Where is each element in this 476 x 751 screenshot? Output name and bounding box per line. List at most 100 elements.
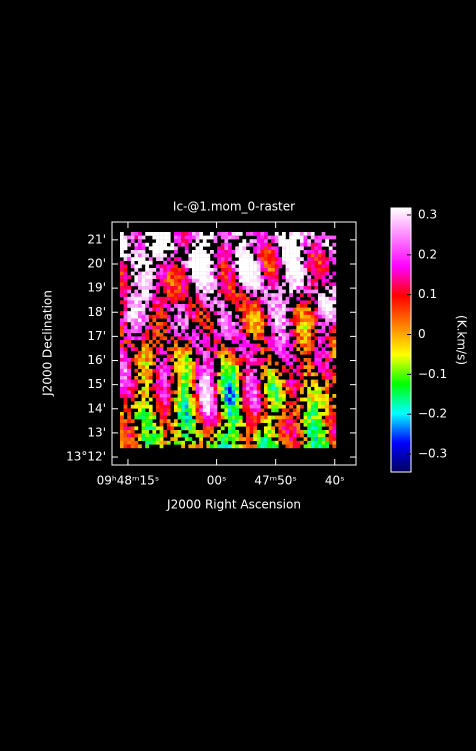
raster-pixel	[184, 437, 189, 441]
raster-pixel	[192, 412, 196, 416]
raster-pixel	[249, 354, 254, 359]
raster-pixel	[267, 264, 272, 269]
raster-pixel	[138, 372, 142, 377]
raster-pixel	[303, 250, 308, 254]
raster-pixel	[325, 318, 329, 323]
raster-pixel	[148, 246, 153, 251]
raster-pixel	[300, 318, 304, 323]
raster-pixel	[220, 354, 225, 359]
raster-pixel	[307, 250, 311, 254]
raster-pixel	[310, 365, 315, 369]
raster-pixel	[159, 347, 164, 351]
raster-pixel	[177, 350, 182, 355]
raster-pixel	[289, 390, 293, 395]
raster-pixel	[213, 386, 218, 391]
raster-pixel	[134, 394, 139, 398]
raster-pixel	[318, 433, 322, 438]
raster-pixel	[210, 322, 214, 326]
raster-pixel	[303, 430, 308, 434]
raster-pixel	[224, 296, 229, 301]
raster-pixel	[292, 419, 297, 423]
raster-pixel	[163, 401, 167, 405]
raster-pixel	[213, 235, 218, 240]
raster-pixel	[206, 343, 211, 348]
raster-pixel	[130, 379, 135, 384]
raster-pixel	[282, 350, 286, 355]
raster-pixel	[256, 296, 261, 301]
raster-pixel	[292, 412, 297, 416]
raster-pixel	[220, 440, 225, 445]
raster-pixel	[267, 422, 272, 427]
raster-pixel	[210, 419, 214, 423]
raster-pixel	[332, 426, 337, 431]
raster-pixel	[246, 361, 250, 366]
raster-pixel	[217, 332, 221, 337]
raster-pixel	[127, 376, 131, 380]
raster-pixel	[271, 397, 275, 402]
raster-pixel	[195, 250, 200, 254]
raster-pixel	[238, 329, 243, 333]
raster-pixel	[242, 242, 247, 247]
raster-pixel	[120, 361, 124, 366]
raster-pixel	[256, 257, 261, 261]
raster-pixel	[166, 318, 171, 323]
raster-pixel	[228, 426, 232, 431]
raster-pixel	[148, 260, 153, 265]
raster-pixel	[271, 311, 275, 315]
raster-pixel	[253, 275, 257, 279]
raster-pixel	[292, 318, 297, 323]
raster-pixel	[246, 296, 250, 301]
raster-pixel	[260, 268, 265, 272]
raster-pixel	[184, 325, 189, 330]
raster-pixel	[278, 340, 283, 344]
raster-pixel	[300, 307, 304, 312]
raster-pixel	[303, 311, 308, 315]
raster-pixel	[253, 412, 257, 416]
raster-pixel	[242, 239, 247, 243]
raster-pixel	[159, 390, 164, 395]
raster-pixel	[321, 314, 326, 319]
raster-pixel	[217, 271, 221, 276]
raster-pixel	[202, 394, 207, 398]
raster-pixel	[224, 268, 229, 272]
raster-pixel	[228, 268, 232, 272]
raster-pixel	[163, 300, 167, 305]
raster-pixel	[152, 426, 157, 431]
raster-pixel	[170, 397, 175, 402]
raster-pixel	[325, 368, 329, 373]
raster-pixel	[242, 293, 247, 297]
raster-pixel	[231, 325, 236, 330]
raster-pixel	[285, 278, 290, 283]
raster-pixel	[120, 390, 124, 395]
raster-pixel	[242, 296, 247, 301]
raster-pixel	[260, 318, 265, 323]
x-axis-label: J2000 Right Ascension	[166, 498, 301, 512]
raster-pixel	[170, 430, 175, 434]
raster-pixel	[220, 322, 225, 326]
raster-pixel	[267, 250, 272, 254]
raster-pixel	[206, 444, 211, 449]
raster-pixel	[292, 246, 297, 251]
raster-pixel	[282, 440, 286, 445]
raster-pixel	[314, 426, 319, 431]
raster-pixel	[188, 350, 193, 355]
raster-pixel	[282, 235, 286, 240]
raster-pixel	[253, 426, 257, 431]
raster-pixel	[188, 437, 193, 441]
raster-pixel	[138, 264, 142, 269]
raster-pixel	[217, 422, 221, 427]
raster-pixel	[228, 412, 232, 416]
raster-pixel	[138, 282, 142, 287]
raster-pixel	[159, 419, 164, 423]
raster-pixel	[206, 304, 211, 308]
raster-pixel	[159, 433, 164, 438]
raster-pixel	[303, 314, 308, 319]
raster-pixel	[181, 419, 185, 423]
raster-pixel	[127, 300, 131, 305]
raster-pixel	[138, 246, 142, 251]
raster-pixel	[202, 293, 207, 297]
raster-pixel	[296, 311, 301, 315]
raster-pixel	[325, 336, 329, 341]
raster-pixel	[177, 242, 182, 247]
raster-pixel	[202, 296, 207, 301]
